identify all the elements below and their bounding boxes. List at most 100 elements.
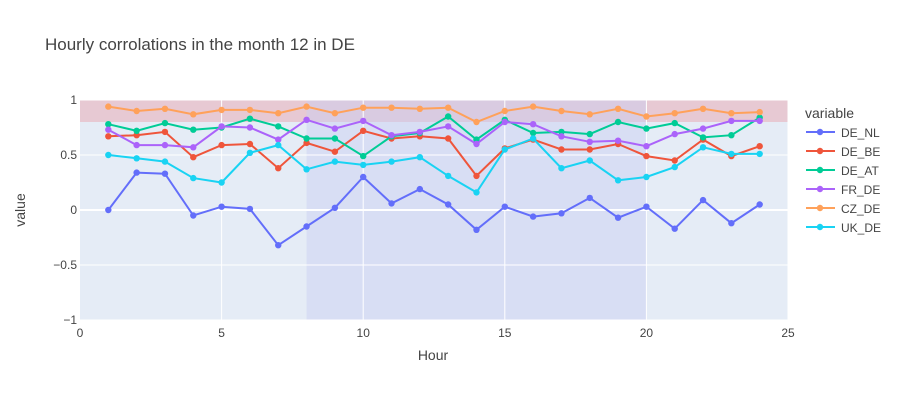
data-point[interactable] [246,140,254,148]
data-point[interactable] [303,166,310,173]
data-point[interactable] [529,129,537,137]
data-point[interactable] [699,125,707,132]
data-point[interactable] [699,134,707,141]
data-point[interactable] [133,169,140,176]
data-point[interactable] [360,161,367,169]
data-point[interactable] [473,118,480,126]
data-point[interactable] [728,117,735,125]
data-point[interactable] [558,210,565,217]
data-point[interactable] [246,115,254,122]
legend-item-cz-de[interactable]: CZ_DE [806,202,880,216]
series-de-nl[interactable] [105,169,763,249]
data-point[interactable] [105,133,112,140]
data-point[interactable] [161,141,169,149]
data-point[interactable] [218,203,225,210]
data-point[interactable] [444,172,452,180]
data-point[interactable] [303,116,310,124]
data-point[interactable] [161,119,169,127]
data-point[interactable] [275,242,282,249]
data-point[interactable] [360,173,367,181]
data-point[interactable] [190,126,197,133]
data-point[interactable] [161,105,169,113]
data-point[interactable] [756,108,763,116]
data-point[interactable] [331,135,339,142]
data-point[interactable] [473,172,480,180]
data-point[interactable] [643,173,650,181]
data-point[interactable] [275,136,282,143]
data-point[interactable] [529,103,537,110]
data-point[interactable] [275,110,282,117]
data-point[interactable] [699,196,707,204]
data-point[interactable] [529,213,537,220]
data-point[interactable] [388,158,395,165]
data-point[interactable] [529,121,537,128]
data-point[interactable] [671,110,678,117]
data-point[interactable] [558,128,565,136]
series-fr-de[interactable] [105,116,763,151]
data-point[interactable] [756,117,763,125]
data-point[interactable] [444,135,452,142]
data-point[interactable] [190,174,197,182]
data-point[interactable] [671,157,678,164]
data-point[interactable] [416,128,424,136]
data-point[interactable] [105,126,112,133]
data-point[interactable] [246,106,254,114]
data-point[interactable] [586,130,593,138]
data-point[interactable] [218,179,225,186]
data-point[interactable] [275,141,282,149]
data-point[interactable] [360,127,367,134]
data-point[interactable] [133,107,140,115]
data-point[interactable] [671,119,678,127]
data-point[interactable] [161,170,169,177]
data-point[interactable] [501,107,508,115]
data-point[interactable] [558,107,565,115]
series-cz-de[interactable] [105,103,763,126]
data-point[interactable] [586,157,593,164]
data-point[interactable] [416,154,424,161]
data-point[interactable] [133,127,140,134]
data-point[interactable] [614,137,622,144]
data-point[interactable] [444,104,452,111]
data-point[interactable] [473,189,480,196]
data-point[interactable] [699,105,707,113]
data-point[interactable] [360,152,367,160]
data-point[interactable] [105,206,112,214]
data-point[interactable] [360,117,367,125]
data-point[interactable] [133,132,140,139]
legend[interactable]: variable DE_NL DE_BE DE_AT FR_DE CZ_DE UK_DE [805,105,881,235]
data-point[interactable] [728,220,735,227]
series-uk-de[interactable] [105,135,763,196]
data-point[interactable] [218,123,225,130]
data-point[interactable] [473,226,480,233]
data-point[interactable] [218,106,225,114]
data-point[interactable] [190,154,197,161]
data-point[interactable] [133,155,140,162]
data-point[interactable] [190,212,197,219]
data-point[interactable] [473,140,480,148]
data-point[interactable] [728,110,735,117]
data-point[interactable] [331,125,339,132]
data-point[interactable] [133,141,140,149]
data-point[interactable] [444,123,452,130]
data-point[interactable] [614,118,622,126]
data-point[interactable] [331,204,339,211]
data-point[interactable] [643,203,650,210]
data-point[interactable] [444,113,452,120]
data-point[interactable] [416,105,424,113]
data-point[interactable] [501,203,508,210]
legend-item-de-be[interactable]: DE_BE [806,145,880,159]
data-point[interactable] [473,136,480,143]
data-point[interactable] [643,152,650,160]
data-point[interactable] [558,165,565,172]
data-point[interactable] [360,104,367,111]
data-point[interactable] [105,151,112,159]
data-point[interactable] [416,185,424,193]
legend-item-uk-de[interactable]: UK_DE [806,221,881,235]
legend-item-de-nl[interactable]: DE_NL [806,126,880,140]
data-point[interactable] [643,143,650,150]
data-point[interactable] [614,214,622,221]
data-point[interactable] [671,130,678,138]
data-point[interactable] [246,205,254,213]
data-point[interactable] [331,148,339,155]
data-point[interactable] [558,146,565,153]
